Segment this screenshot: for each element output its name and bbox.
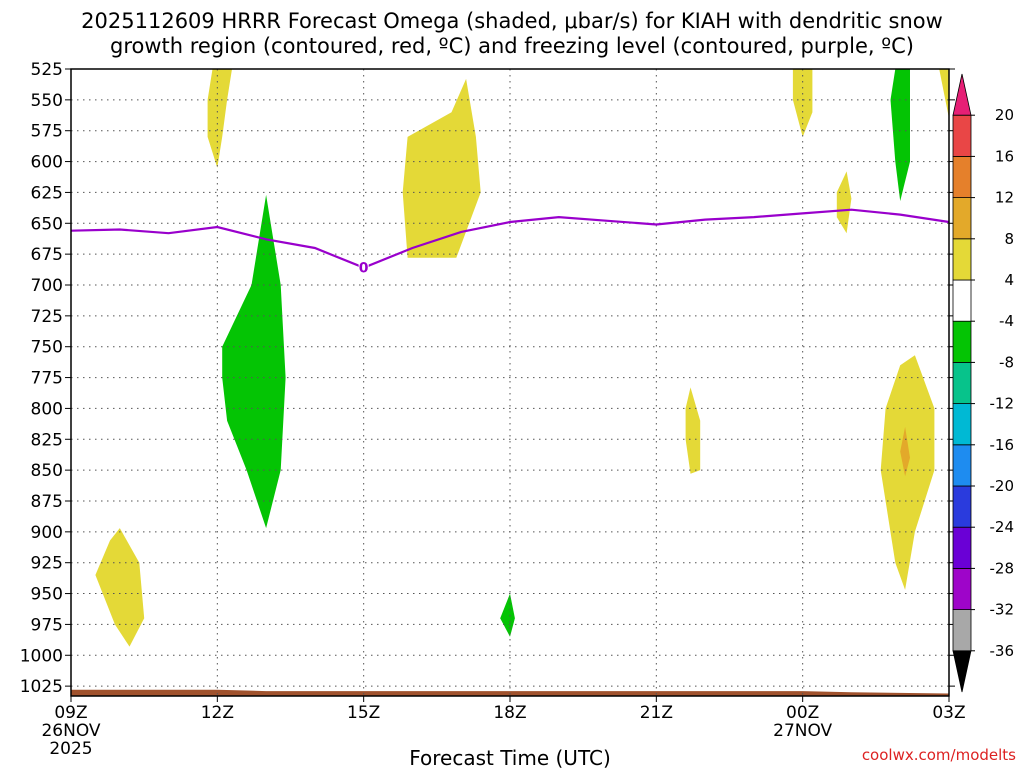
colorbar-label--12: -12 — [990, 395, 1015, 413]
x-tick-sublabel-27NOV: 27NOV — [773, 721, 832, 741]
y-tick-label-875: 875 — [31, 492, 63, 512]
colorbar-label--32: -32 — [990, 601, 1015, 619]
colorbar-label--36: -36 — [990, 642, 1015, 660]
omega-region-upward-weak-2 — [402, 78, 481, 258]
x-tick-label-21Z: 21Z — [640, 703, 673, 723]
credit-text: coolwx.com/modelts — [862, 746, 1016, 764]
y-tick-label-1025: 1025 — [20, 677, 63, 697]
y-tick-label-525: 525 — [31, 60, 63, 80]
colorbar-segment-7 — [952, 361, 972, 404]
freezing-level-line — [70, 208, 950, 269]
chart-title-line-2: growth region (contoured, red, ºC) and f… — [110, 34, 914, 58]
colorbar: -36 -32 -28 -24 -20 -16 -12 -8 -4 4 8 12 16 20 — [952, 73, 1015, 693]
freezing-level-contour: 0 — [70, 208, 950, 277]
freezing-level-label-bg — [358, 260, 369, 275]
y-tick-label-850: 850 — [31, 461, 63, 481]
y-tick-label-650: 650 — [31, 214, 63, 234]
omega-region-downward-weak-1 — [890, 69, 910, 202]
colorbar-segment-8 — [952, 320, 972, 363]
colorbar-segment-11 — [952, 197, 972, 240]
colorbar-segment-5 — [952, 444, 972, 487]
omega-region-upward-weak-7 — [685, 387, 701, 474]
colorbar-segment-14 — [952, 73, 972, 116]
y-tick-label-550: 550 — [31, 91, 63, 111]
y-tick-label-625: 625 — [31, 183, 63, 203]
grid-lines — [71, 69, 949, 696]
x-tick-sublabel-26NOV: 26NOV — [41, 721, 100, 741]
x-tick-label-09Z: 09Z — [54, 703, 87, 723]
y-tick-label-675: 675 — [31, 245, 63, 265]
y-tick-label-775: 775 — [31, 369, 63, 389]
colorbar-segment-3 — [952, 526, 972, 569]
omega-region-downward-weak-3 — [500, 593, 515, 637]
colorbar-label--20: -20 — [990, 477, 1015, 495]
colorbar-label--28: -28 — [990, 559, 1015, 577]
x-axis-label: Forecast Time (UTC) — [409, 746, 611, 768]
x-tick-label-00Z: 00Z — [786, 703, 819, 723]
colorbar-label-20: 20 — [995, 106, 1014, 124]
y-tick-label-700: 700 — [31, 276, 63, 296]
y-tick-label-900: 900 — [31, 523, 63, 543]
colorbar-segment-6 — [952, 403, 972, 446]
omega-region-upward-weak-1 — [207, 69, 232, 168]
colorbar-segment-9 — [952, 279, 972, 322]
omega-region-upward-weak-4 — [836, 171, 852, 234]
y-tick-label-800: 800 — [31, 399, 63, 419]
y-tick-label-925: 925 — [31, 554, 63, 574]
freezing-level-label: 0 — [359, 261, 369, 277]
colorbar-label-8: 8 — [1004, 230, 1014, 248]
colorbar-segment-10 — [952, 238, 972, 281]
y-tick-label-975: 975 — [31, 615, 63, 635]
y-axis-ticks: 525 550 575 600 625 650 675 700 725 750 775 800 825 8… — [20, 60, 955, 697]
colorbar-segment-0 — [952, 650, 972, 693]
omega-region-upward-weak-8 — [880, 355, 935, 590]
x-tick-label-15Z: 15Z — [347, 703, 380, 723]
colorbar-segment-13 — [952, 114, 972, 157]
surface-ground — [71, 689, 949, 696]
x-tick-label-03Z: 03Z — [932, 703, 965, 723]
x-tick-label-18Z: 18Z — [493, 703, 526, 723]
colorbar-label--8: -8 — [999, 353, 1014, 371]
omega-region-upward-weak-9 — [95, 528, 145, 647]
colorbar-segment-1 — [952, 609, 972, 652]
x-tick-sublabel-2025: 2025 — [49, 739, 92, 759]
colorbar-segment-2 — [952, 568, 972, 611]
y-tick-label-725: 725 — [31, 307, 63, 327]
y-tick-label-825: 825 — [31, 430, 63, 450]
chart-title-line-1: 2025112609 HRRR Forecast Omega (shaded, … — [81, 9, 943, 33]
colorbar-label-12: 12 — [995, 189, 1014, 207]
omega-region-upward-weak-5 — [939, 69, 949, 119]
colorbar-label--16: -16 — [990, 436, 1015, 454]
y-tick-label-750: 750 — [31, 338, 63, 358]
colorbar-segment-4 — [952, 485, 972, 528]
colorbar-label--24: -24 — [990, 518, 1015, 536]
colorbar-label-16: 16 — [995, 147, 1014, 165]
omega-region-upward-moderate-1 — [900, 426, 910, 477]
x-tick-label-12Z: 12Z — [201, 703, 234, 723]
omega-shaded-regions — [95, 69, 949, 647]
y-tick-label-1000: 1000 — [20, 646, 63, 666]
colorbar-label-4: 4 — [1004, 271, 1014, 289]
colorbar-label--4: -4 — [999, 312, 1014, 330]
surface-band — [71, 689, 949, 696]
omega-region-upward-weak-3 — [792, 69, 813, 137]
colorbar-segment-12 — [952, 155, 972, 198]
omega-region-downward-weak-2 — [222, 194, 286, 529]
y-tick-label-575: 575 — [31, 122, 63, 142]
y-tick-label-950: 950 — [31, 585, 63, 605]
y-tick-label-600: 600 — [31, 153, 63, 173]
